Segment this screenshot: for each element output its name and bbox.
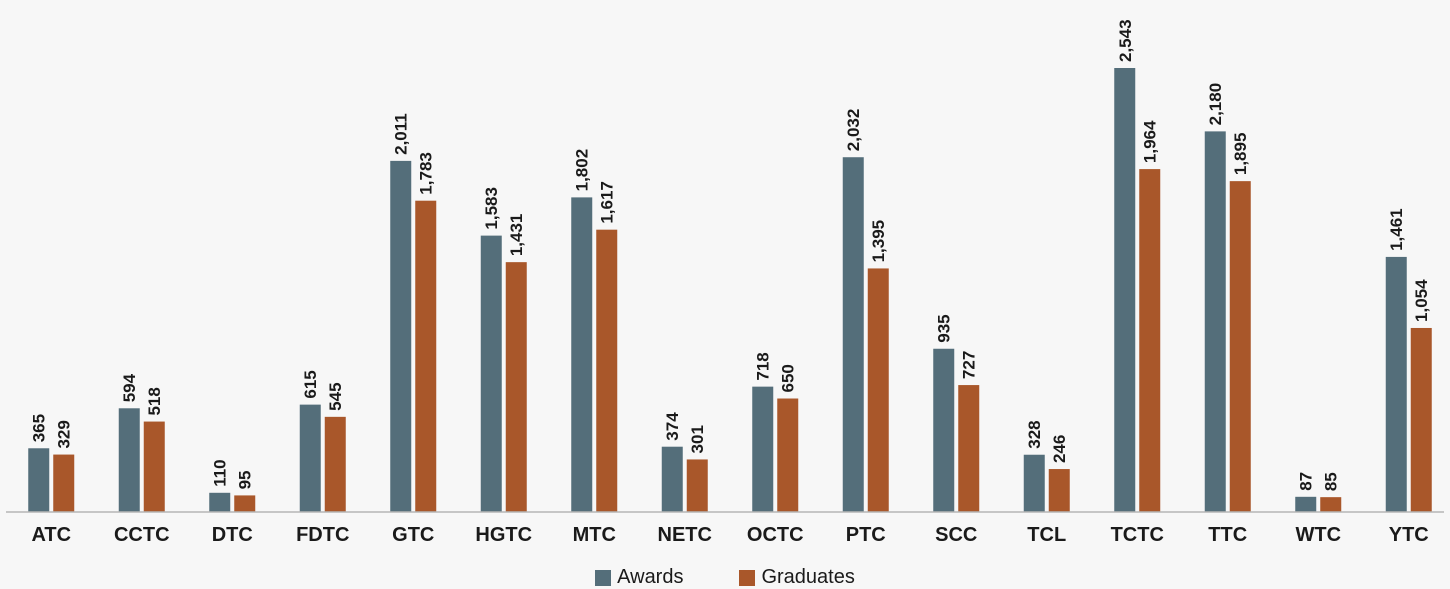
bar-awards-tctc	[1114, 68, 1136, 512]
x-tick-atc: ATC	[31, 524, 71, 546]
value-label-graduates-ptc: 1,395	[869, 220, 888, 263]
bar-graduates-ptc	[867, 268, 889, 512]
value-label-awards-tcl: 328	[1025, 420, 1044, 448]
value-label-graduates-scc: 727	[960, 351, 979, 379]
bar-awards-cctc	[118, 408, 140, 512]
value-label-awards-scc: 935	[935, 314, 954, 342]
bar-awards-dtc	[209, 492, 231, 512]
bars-group	[28, 68, 1432, 513]
bar-graduates-cctc	[143, 421, 165, 512]
value-label-graduates-dtc: 95	[236, 470, 255, 489]
legend-swatch-awards	[595, 569, 612, 586]
value-label-awards-cctc: 594	[120, 373, 139, 402]
bar-graduates-wtc	[1320, 497, 1342, 512]
bar-awards-ytc	[1385, 256, 1407, 512]
bar-graduates-scc	[958, 385, 980, 512]
bar-awards-gtc	[390, 160, 412, 513]
value-label-awards-octc: 718	[754, 352, 773, 380]
x-tick-gtc: GTC	[392, 524, 434, 546]
x-tick-dtc: DTC	[212, 524, 253, 546]
legend: Awards Graduates	[0, 566, 1450, 589]
value-label-graduates-tcl: 246	[1050, 435, 1069, 463]
bar-graduates-tctc	[1139, 169, 1161, 513]
x-tick-wtc: WTC	[1295, 524, 1341, 546]
legend-item-awards: Awards	[595, 566, 683, 589]
bar-graduates-hgtc	[505, 262, 527, 512]
value-label-graduates-ttc: 1,895	[1231, 133, 1250, 176]
value-label-awards-gtc: 2,011	[392, 113, 411, 155]
value-label-awards-netc: 374	[663, 412, 682, 441]
bar-graduates-fdtc	[324, 416, 346, 512]
bar-awards-ttc	[1204, 131, 1226, 512]
x-tick-octc: OCTC	[747, 524, 804, 546]
value-label-graduates-octc: 650	[779, 364, 798, 392]
x-tick-scc: SCC	[935, 524, 977, 546]
bar-graduates-tcl	[1048, 469, 1070, 512]
bar-awards-wtc	[1295, 496, 1317, 512]
x-tick-labels: ATC CCTC DTC FDTC GTC HGTC MTC NETC OCTC PTC SCC TC…	[31, 524, 1428, 546]
bar-awards-mtc	[571, 197, 593, 512]
value-label-graduates-atc: 329	[55, 420, 74, 448]
bar-awards-octc	[752, 386, 774, 512]
value-label-graduates-tctc: 1,964	[1141, 120, 1160, 163]
bar-graduates-ytc	[1410, 327, 1432, 512]
value-label-graduates-fdtc: 545	[326, 382, 345, 410]
bar-graduates-octc	[777, 398, 799, 512]
value-label-awards-ytc: 1,461	[1387, 208, 1406, 251]
bar-graduates-ttc	[1229, 181, 1251, 513]
value-label-awards-atc: 365	[30, 414, 49, 442]
bar-awards-scc	[933, 348, 955, 512]
bar-awards-netc	[661, 446, 683, 512]
value-label-graduates-mtc: 1,617	[598, 181, 617, 224]
bar-awards-atc	[28, 448, 50, 512]
bar-awards-tcl	[1023, 454, 1045, 512]
bar-graduates-gtc	[415, 200, 437, 512]
x-tick-tcl: TCL	[1027, 524, 1066, 546]
x-tick-ttc: TTC	[1208, 524, 1247, 546]
bar-graduates-dtc	[234, 495, 256, 512]
bar-graduates-atc	[53, 454, 75, 512]
bar-graduates-mtc	[596, 229, 618, 512]
bar-awards-hgtc	[480, 235, 502, 513]
legend-swatch-graduates	[739, 569, 756, 586]
x-tick-tctc: TCTC	[1111, 524, 1164, 546]
legend-label-graduates: Graduates	[761, 566, 855, 588]
value-label-graduates-wtc: 85	[1322, 472, 1341, 491]
value-label-awards-ttc: 2,180	[1206, 83, 1225, 126]
value-label-awards-dtc: 110	[211, 459, 230, 486]
bar-awards-fdtc	[299, 404, 321, 512]
value-label-graduates-hgtc: 1,431	[507, 214, 526, 257]
x-tick-mtc: MTC	[573, 524, 616, 546]
legend-item-graduates: Graduates	[739, 566, 855, 589]
value-label-graduates-ytc: 1,054	[1412, 279, 1431, 322]
value-label-awards-ptc: 2,032	[844, 109, 863, 152]
x-tick-fdtc: FDTC	[296, 524, 349, 546]
value-label-awards-fdtc: 615	[301, 370, 320, 398]
bar-graduates-netc	[686, 459, 708, 512]
value-labels: 365 329 594 518 110 95 615 545 2,011 1,783 1,583 1,…	[30, 19, 1432, 491]
value-label-graduates-gtc: 1,783	[417, 152, 436, 195]
bar-awards-ptc	[842, 157, 864, 512]
value-label-awards-mtc: 1,802	[573, 149, 592, 192]
value-label-awards-tctc: 2,543	[1116, 19, 1135, 62]
x-tick-ytc: YTC	[1389, 524, 1429, 546]
x-tick-hgtc: HGTC	[475, 524, 532, 546]
legend-label-awards: Awards	[617, 566, 684, 588]
value-label-graduates-cctc: 518	[145, 387, 164, 415]
x-tick-cctc: CCTC	[114, 524, 170, 546]
x-tick-netc: NETC	[658, 524, 712, 546]
value-label-awards-wtc: 87	[1297, 472, 1316, 491]
value-label-graduates-netc: 301	[688, 425, 707, 453]
value-label-awards-hgtc: 1,583	[482, 187, 501, 230]
x-tick-ptc: PTC	[846, 524, 886, 546]
bar-chart: ATC CCTC DTC FDTC GTC HGTC MTC NETC OCTC PTC SCC TC…	[6, 19, 1444, 546]
